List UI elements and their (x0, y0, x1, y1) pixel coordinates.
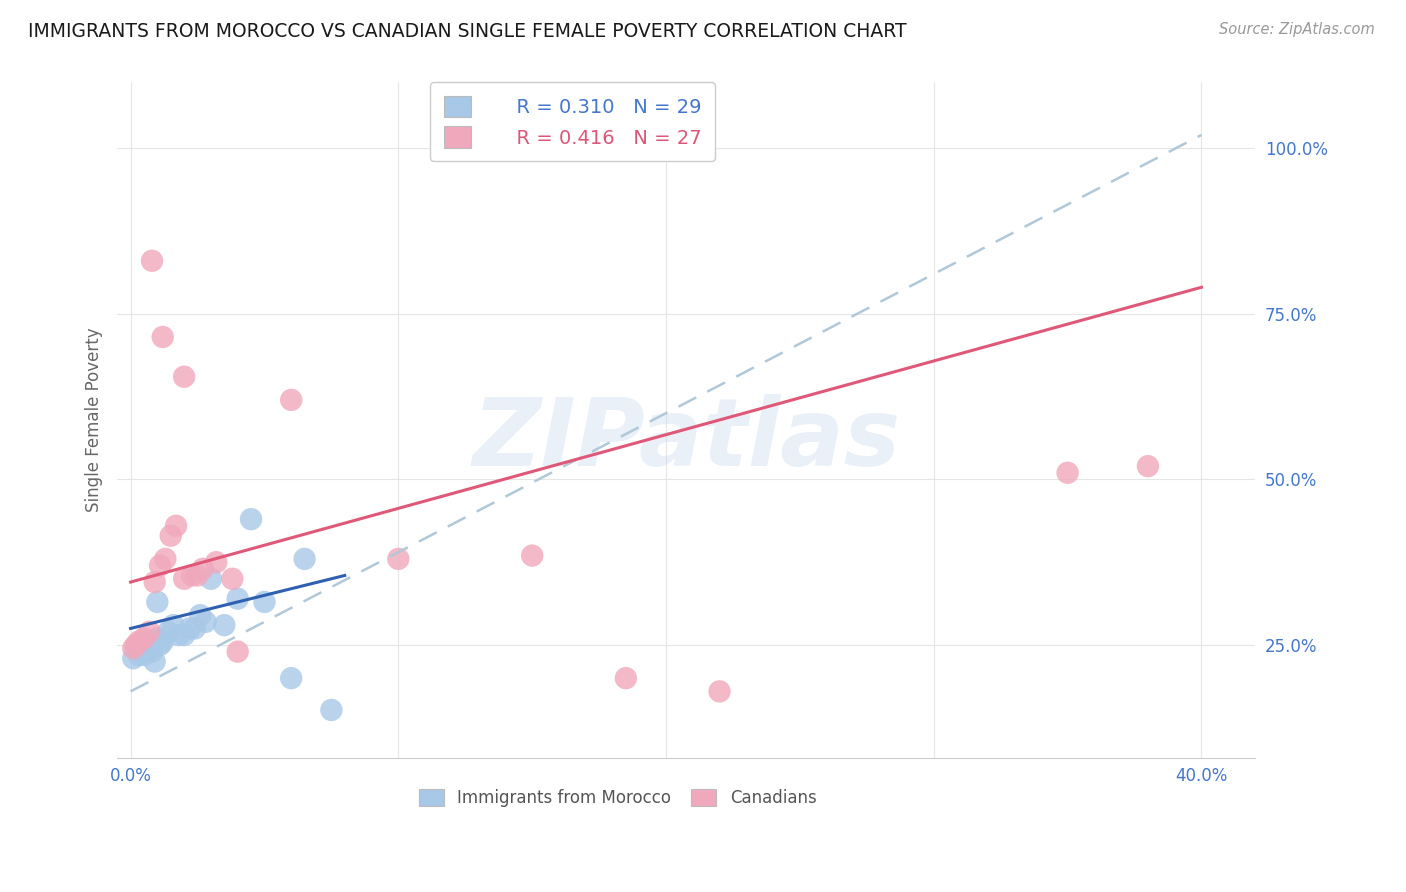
Point (280, 671, 302, 685)
Point (128, 634, 150, 648)
Point (149, 638, 172, 652)
Point (191, 562, 214, 576)
Point (1056, 466, 1078, 480)
Point (122, 651, 145, 665)
Point (132, 648, 155, 662)
Point (253, 595, 276, 609)
Point (226, 645, 249, 659)
Text: ZIPatlas: ZIPatlas (472, 394, 900, 486)
Point (149, 558, 172, 573)
Point (173, 628, 195, 642)
Point (181, 568, 204, 582)
Point (167, 628, 190, 642)
Point (152, 330, 174, 344)
Point (143, 575, 166, 590)
Point (159, 529, 181, 543)
Point (143, 655, 166, 669)
Point (205, 555, 228, 569)
Point (146, 632, 169, 646)
Text: Source: ZipAtlas.com: Source: ZipAtlas.com (1219, 22, 1375, 37)
Point (157, 624, 180, 639)
Text: IMMIGRANTS FROM MOROCCO VS CANADIAN SINGLE FEMALE POVERTY CORRELATION CHART: IMMIGRANTS FROM MOROCCO VS CANADIAN SING… (28, 22, 907, 41)
Point (146, 595, 169, 609)
Point (165, 518, 187, 533)
Point (214, 618, 236, 632)
Point (152, 634, 174, 648)
Point (188, 608, 211, 623)
Point (387, 552, 409, 566)
Point (194, 615, 217, 629)
Point (226, 591, 249, 606)
Point (200, 572, 222, 586)
Point (128, 648, 150, 662)
Y-axis label: Single Female Poverty: Single Female Poverty (86, 327, 103, 512)
Point (155, 552, 177, 566)
Point (184, 622, 207, 636)
Point (709, 684, 731, 698)
Point (138, 624, 160, 639)
Point (179, 622, 201, 636)
Point (125, 638, 148, 652)
Point (221, 572, 243, 586)
Point (141, 253, 163, 268)
Point (280, 392, 302, 407)
Point (135, 634, 157, 648)
Point (1136, 459, 1159, 474)
Point (294, 552, 316, 566)
Point (162, 618, 184, 632)
Legend: Immigrants from Morocco, Canadians: Immigrants from Morocco, Canadians (412, 782, 823, 814)
Point (141, 645, 163, 659)
Point (122, 641, 145, 656)
Point (240, 512, 263, 526)
Point (173, 369, 195, 384)
Point (186, 568, 208, 582)
Point (138, 641, 160, 656)
Point (173, 572, 195, 586)
Point (614, 671, 637, 685)
Point (520, 549, 543, 563)
Point (132, 632, 155, 646)
Point (125, 641, 148, 656)
Point (129, 645, 152, 659)
Point (321, 703, 343, 717)
